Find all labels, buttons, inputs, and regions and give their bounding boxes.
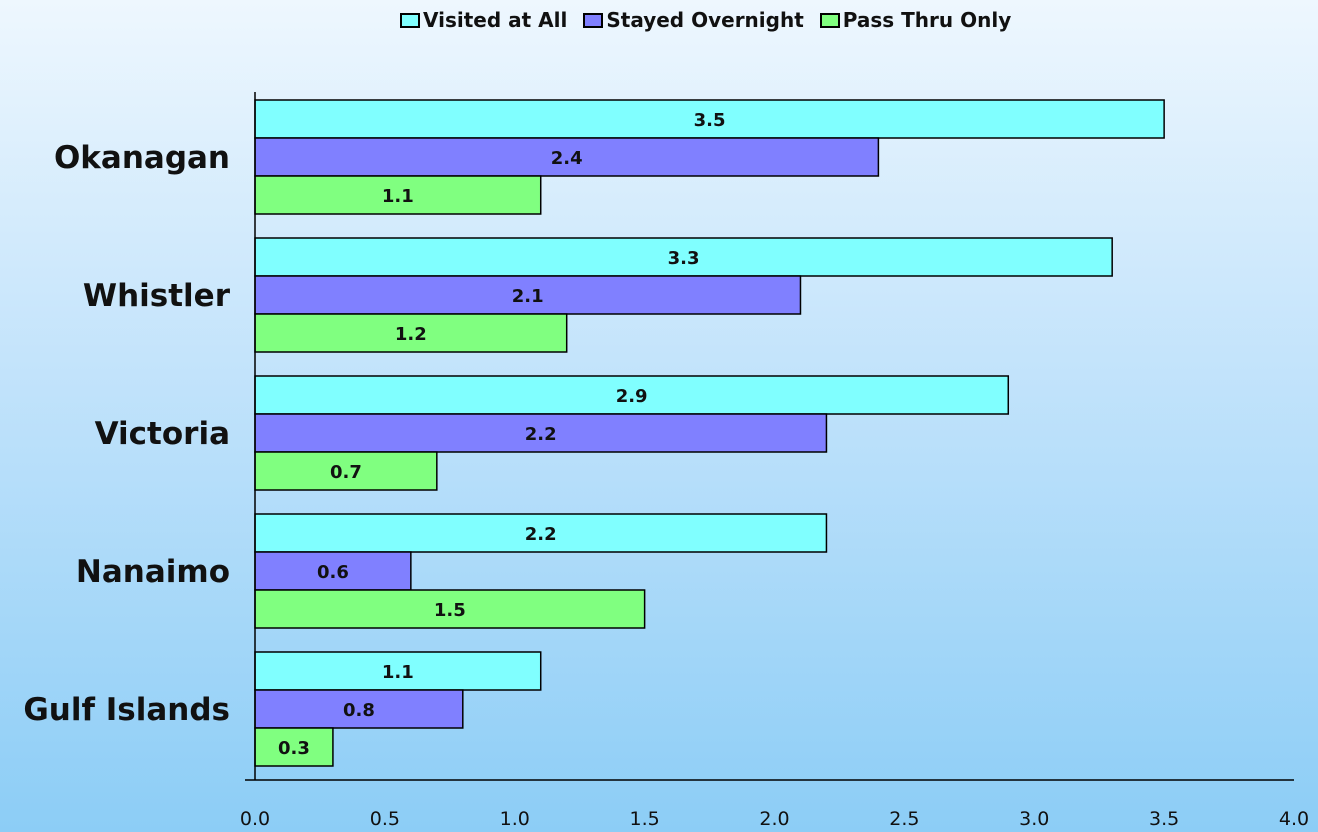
bar-visited-at-all-gulf-islands (254, 651, 542, 691)
x-tick-label-3-0: 3.0 (1019, 808, 1049, 830)
bar-stayed-overnight-okanagan (254, 137, 880, 177)
value-label-visited-at-all-okanagan: 3.5 (694, 110, 726, 131)
value-label-visited-at-all-whistler: 3.3 (668, 248, 700, 269)
legend-label-visited-at-all: Visited at All (423, 8, 568, 32)
value-label-pass-thru-only-gulf-islands: 0.3 (278, 738, 310, 759)
bar-pass-thru-only-okanagan (254, 175, 542, 215)
legend-item-stayed-overnight: Stayed Overnight (583, 8, 804, 32)
legend-item-pass-thru-only: Pass Thru Only (819, 8, 1012, 32)
bar-pass-thru-only-victoria (254, 451, 438, 491)
x-tick-label-2-5: 2.5 (889, 808, 919, 830)
x-tick-label-0-0: 0.0 (240, 808, 270, 830)
legend-swatch-visited-at-all (400, 12, 420, 28)
bar-visited-at-all-whistler (254, 237, 1113, 277)
x-tick-label-2-0: 2.0 (759, 808, 789, 830)
x-tick-label-1-5: 1.5 (630, 808, 660, 830)
value-label-stayed-overnight-okanagan: 2.4 (551, 148, 583, 169)
x-tick-label-3-5: 3.5 (1149, 808, 1179, 830)
bar-stayed-overnight-victoria (254, 413, 828, 453)
x-tick-label-0-5: 0.5 (370, 808, 400, 830)
bar-stayed-overnight-gulf-islands (254, 689, 464, 729)
bar-stayed-overnight-nanaimo (254, 551, 412, 591)
value-label-pass-thru-only-victoria: 0.7 (330, 462, 362, 483)
bar-stayed-overnight-whistler (254, 275, 802, 315)
bar-visited-at-all-victoria (254, 375, 1010, 415)
legend-label-stayed-overnight: Stayed Overnight (606, 8, 804, 32)
value-label-stayed-overnight-victoria: 2.2 (525, 424, 557, 445)
category-label-nanaimo: Nanaimo (76, 554, 230, 590)
bar-visited-at-all-okanagan (254, 99, 1165, 139)
category-label-okanagan: Okanagan (54, 140, 230, 176)
value-label-stayed-overnight-gulf-islands: 0.8 (343, 700, 375, 721)
category-label-gulf-islands: Gulf Islands (23, 692, 230, 728)
value-label-pass-thru-only-whistler: 1.2 (395, 324, 427, 345)
value-label-stayed-overnight-nanaimo: 0.6 (317, 562, 349, 583)
x-tick-label-1-0: 1.0 (500, 808, 530, 830)
x-tick-label-4-0: 4.0 (1279, 808, 1309, 830)
legend-swatch-pass-thru-only (819, 12, 840, 28)
value-label-pass-thru-only-nanaimo: 1.5 (434, 600, 466, 621)
bar-pass-thru-only-gulf-islands (254, 727, 334, 767)
value-label-visited-at-all-victoria: 2.9 (616, 386, 648, 407)
value-label-pass-thru-only-okanagan: 1.1 (382, 186, 414, 207)
category-label-whistler: Whistler (83, 278, 231, 314)
value-label-stayed-overnight-whistler: 2.1 (512, 286, 544, 307)
category-label-victoria: Victoria (95, 416, 230, 452)
legend-item-visited-at-all: Visited at All (400, 8, 567, 32)
legend-swatch-stayed-overnight (583, 12, 604, 28)
value-label-visited-at-all-nanaimo: 2.2 (525, 524, 557, 545)
legend-label-pass-thru-only: Pass Thru Only (842, 8, 1012, 32)
bar-pass-thru-only-whistler (254, 313, 568, 353)
legend: Visited at All Stayed Overnight Pass Thr… (400, 8, 1011, 32)
value-label-visited-at-all-gulf-islands: 1.1 (382, 662, 414, 683)
